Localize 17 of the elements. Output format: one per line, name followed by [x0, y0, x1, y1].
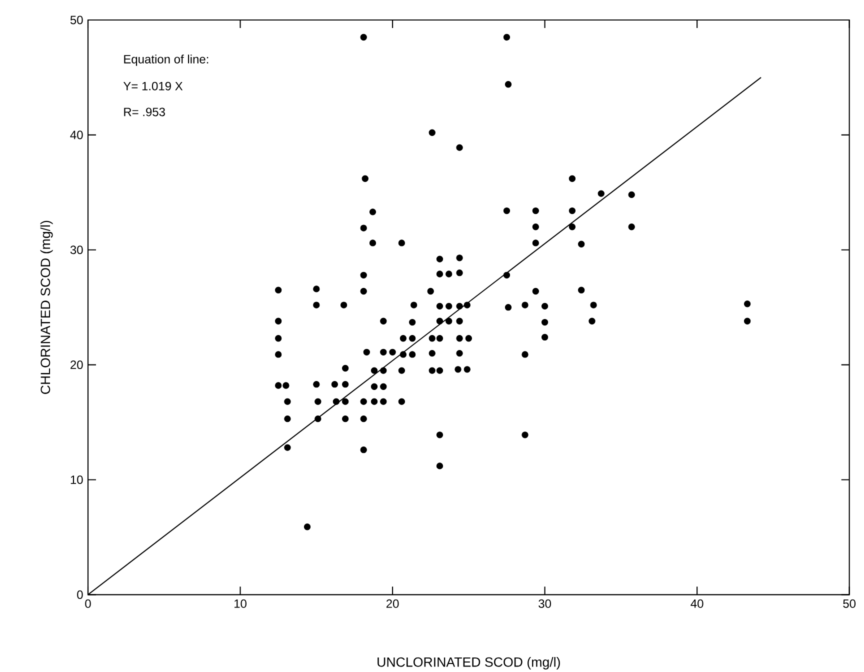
y-tick-label: 40 — [70, 130, 83, 140]
annotation: Y= 1.019 X — [123, 82, 183, 90]
x-tick-label: 20 — [386, 599, 399, 608]
y-tick-label: 0 — [77, 590, 83, 599]
annotation: R= .953 — [124, 108, 165, 116]
x-tick-label: 30 — [538, 599, 552, 608]
x-axis-title: UNCLORINATED SCOD (mg/l) — [378, 657, 560, 670]
x-tick-label: 40 — [690, 599, 704, 608]
y-tick-label: 20 — [70, 360, 83, 370]
y-axis-title: CHLORINATED SCOD (mg/l) — [40, 220, 53, 394]
y-tick-label: 50 — [70, 16, 83, 24]
y-tick-label: 30 — [70, 246, 83, 254]
y-tick-label: 10 — [70, 475, 83, 484]
annotation: Equation of line: — [124, 54, 208, 66]
x-tick-label: 10 — [234, 599, 246, 608]
x-tick-label: 50 — [843, 599, 856, 608]
x-tick-label: 0 — [85, 599, 91, 608]
